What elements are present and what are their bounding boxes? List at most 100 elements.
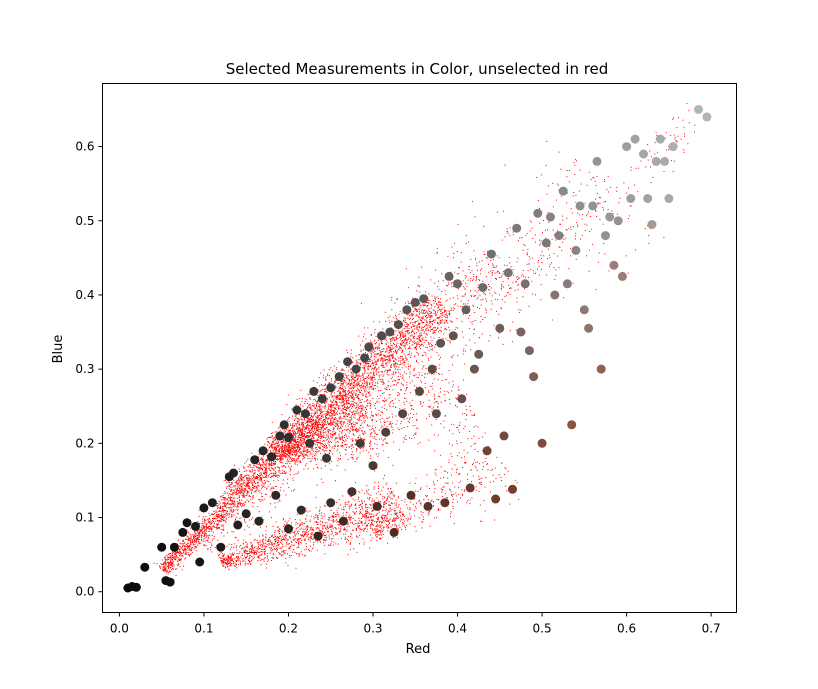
unselected-point xyxy=(408,342,410,344)
unselected-point xyxy=(527,248,529,250)
unselected-point xyxy=(237,540,239,541)
unselected-point xyxy=(457,223,459,225)
unselected-point xyxy=(190,542,192,544)
unselected-point xyxy=(328,428,330,430)
unselected-point xyxy=(400,339,402,341)
unselected-point xyxy=(326,414,328,416)
unselected-point xyxy=(407,326,409,328)
unselected-point xyxy=(320,478,322,480)
unselected-point xyxy=(496,265,498,267)
unselected-point xyxy=(239,480,241,482)
unselected-point xyxy=(174,556,176,558)
unselected-point xyxy=(163,563,165,565)
unselected-point xyxy=(363,368,365,370)
unselected-point xyxy=(316,430,318,432)
unselected-point xyxy=(292,425,294,427)
unselected-point xyxy=(176,560,178,562)
unselected-point xyxy=(330,430,332,432)
unselected-point xyxy=(266,487,268,489)
unselected-point xyxy=(174,551,176,553)
unselected-point xyxy=(303,424,304,426)
unselected-point xyxy=(327,418,329,420)
unselected-point xyxy=(399,337,401,339)
unselected-point xyxy=(298,414,300,416)
unselected-point xyxy=(283,431,285,433)
unselected-point xyxy=(461,331,463,333)
unselected-point xyxy=(194,535,196,537)
unselected-point xyxy=(476,269,478,271)
unselected-point xyxy=(281,447,282,449)
unselected-point xyxy=(261,477,263,479)
unselected-point xyxy=(302,454,304,456)
unselected-point xyxy=(193,538,194,540)
unselected-point xyxy=(433,373,435,375)
unselected-point xyxy=(306,408,308,410)
unselected-point xyxy=(243,492,245,494)
unselected-point xyxy=(471,279,473,281)
unselected-point xyxy=(462,336,464,338)
unselected-point xyxy=(164,561,166,563)
unselected-point xyxy=(356,402,358,404)
unselected-point xyxy=(428,359,430,361)
unselected-point xyxy=(497,270,499,272)
unselected-point xyxy=(204,530,205,532)
unselected-point xyxy=(336,396,338,398)
unselected-point xyxy=(417,354,419,356)
unselected-point xyxy=(268,464,270,466)
unselected-point xyxy=(496,211,498,213)
unselected-point xyxy=(195,533,197,535)
unselected-point xyxy=(403,362,405,364)
unselected-point xyxy=(253,464,255,466)
unselected-point xyxy=(261,487,263,489)
unselected-point xyxy=(166,571,168,573)
unselected-point xyxy=(358,390,360,392)
unselected-point xyxy=(383,392,385,394)
unselected-point xyxy=(362,349,364,351)
unselected-point xyxy=(529,220,531,222)
unselected-point xyxy=(298,431,300,433)
unselected-point xyxy=(419,333,421,335)
unselected-point xyxy=(389,349,391,351)
unselected-point xyxy=(445,338,447,340)
unselected-point xyxy=(372,367,374,369)
unselected-point xyxy=(239,491,241,493)
unselected-point xyxy=(364,420,366,422)
unselected-point xyxy=(220,525,222,527)
unselected-point xyxy=(342,399,343,401)
unselected-point xyxy=(319,442,321,444)
unselected-point xyxy=(409,341,411,342)
unselected-point xyxy=(259,479,261,481)
unselected-point xyxy=(426,311,428,313)
unselected-point xyxy=(259,468,261,470)
unselected-point xyxy=(235,547,237,548)
unselected-point xyxy=(372,425,374,427)
unselected-point xyxy=(209,527,211,529)
unselected-point xyxy=(502,343,504,345)
unselected-point xyxy=(430,313,432,314)
unselected-point xyxy=(187,531,189,533)
unselected-point xyxy=(397,379,399,381)
unselected-point xyxy=(424,319,426,321)
unselected-point xyxy=(439,298,441,300)
unselected-point xyxy=(234,485,236,487)
unselected-point xyxy=(452,354,454,356)
unselected-point xyxy=(331,391,333,393)
unselected-point xyxy=(198,509,200,511)
unselected-point xyxy=(353,410,355,412)
unselected-point xyxy=(332,407,334,409)
unselected-point xyxy=(257,490,259,492)
unselected-point xyxy=(443,306,445,308)
unselected-point xyxy=(297,448,298,450)
unselected-point xyxy=(392,342,394,344)
unselected-point xyxy=(360,363,362,365)
unselected-point xyxy=(362,377,364,379)
unselected-point xyxy=(265,461,267,463)
unselected-point xyxy=(316,430,318,432)
unselected-point xyxy=(183,545,185,547)
unselected-point xyxy=(467,303,469,305)
unselected-point xyxy=(297,427,299,429)
unselected-point xyxy=(184,549,185,551)
unselected-point xyxy=(171,565,173,567)
unselected-point xyxy=(238,489,240,491)
unselected-point xyxy=(210,530,212,532)
